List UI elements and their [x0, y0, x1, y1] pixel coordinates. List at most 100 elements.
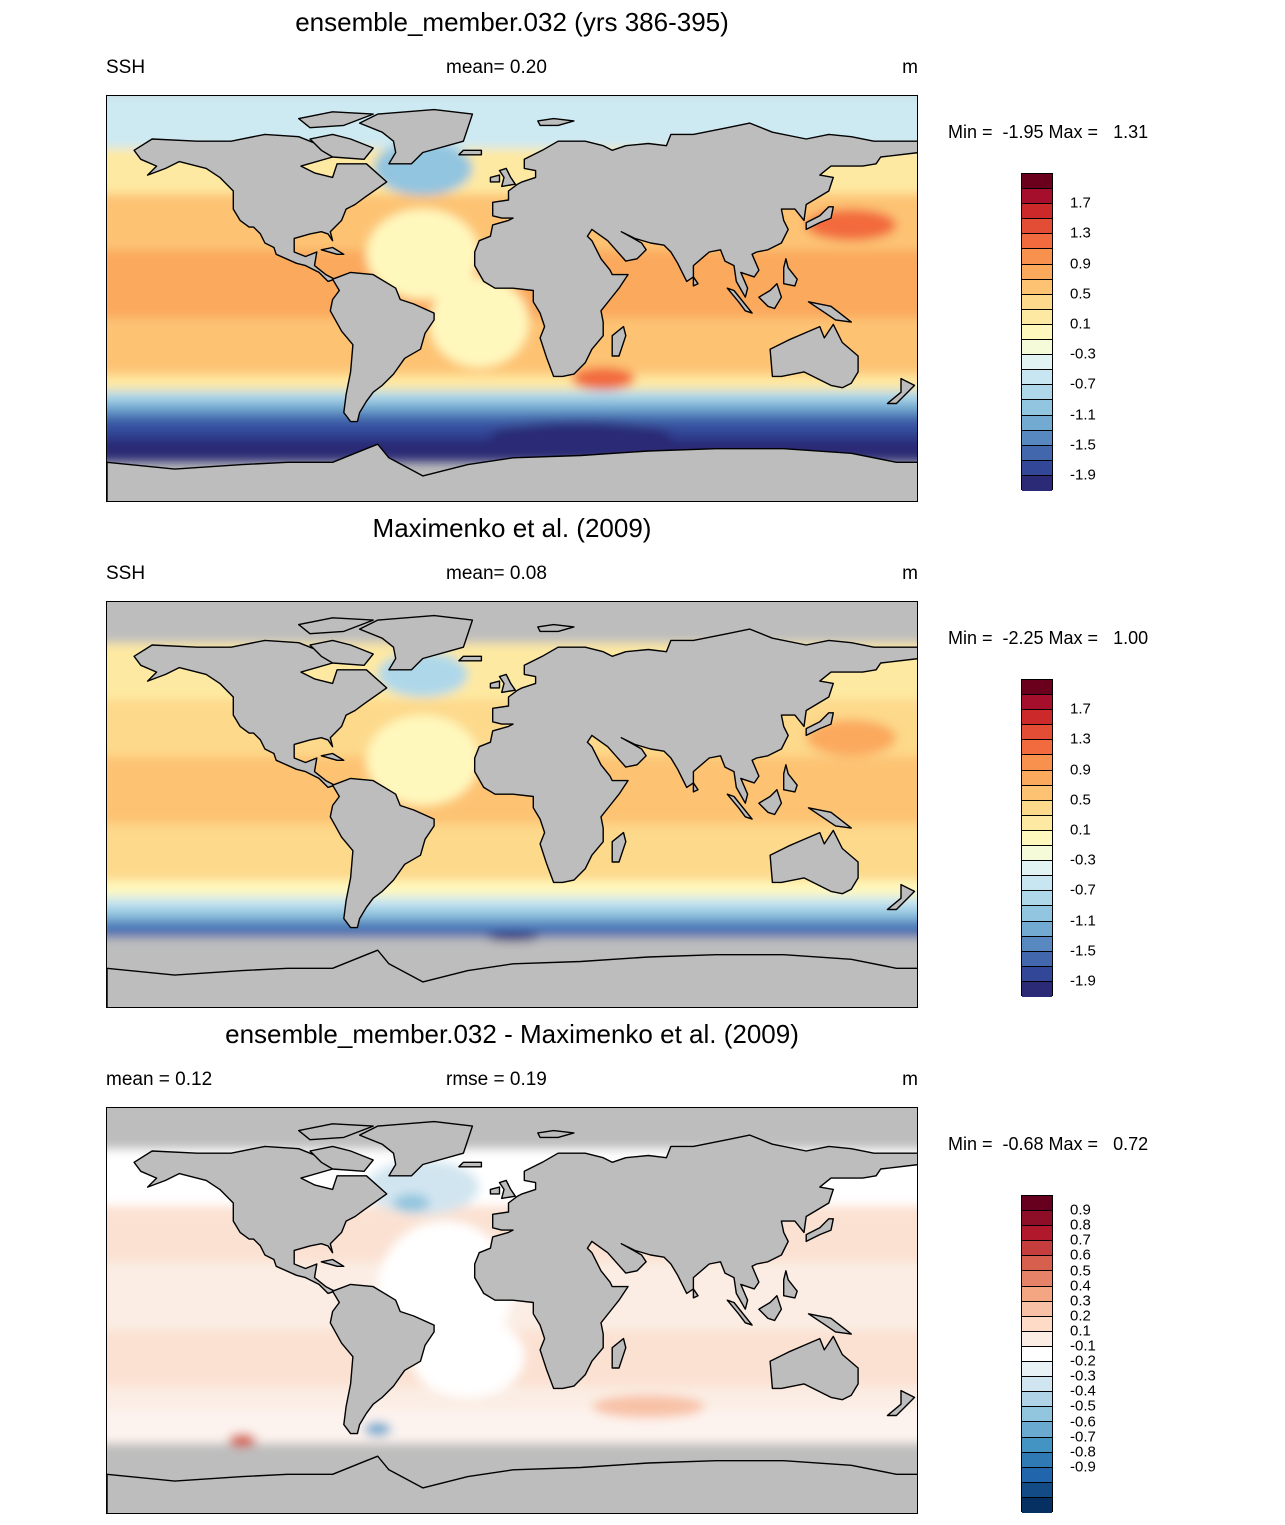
panel-title: ensemble_member.032 - Maximenko et al. (…: [225, 1019, 799, 1049]
colorbar-swatch: [1022, 385, 1052, 401]
colorbar-tick-label: 0.2: [1070, 1307, 1091, 1325]
ssh-anomaly: [591, 1395, 705, 1418]
colorbar-swatch: [1022, 324, 1052, 341]
colorbar-swatch: [1022, 1241, 1052, 1257]
colorbar-tick-label: 0.1: [1070, 821, 1091, 839]
colorbar-swatch: [1022, 1331, 1052, 1347]
colorbar-tick-label: -1.5: [1070, 436, 1096, 454]
units-label: m: [902, 563, 918, 584]
landmass-sri-lanka: [692, 1288, 699, 1299]
colorbar-tick-label: -0.3: [1070, 1367, 1096, 1385]
landmass-ireland: [489, 680, 501, 689]
colorbar-swatch: [1022, 1362, 1052, 1378]
landmass-antarctica: [107, 443, 917, 501]
colorbar-tick-label: 1.3: [1070, 730, 1091, 748]
min-max-label: Min = -1.95 Max = 1.31: [948, 122, 1149, 142]
colorbar-tick-label: 0.8: [1070, 1216, 1091, 1234]
landmass-cuba: [320, 246, 345, 256]
colorbar-swatch: [1022, 755, 1052, 771]
colorbar-tick-label: -0.5: [1070, 1397, 1096, 1415]
landmass-north-america: [133, 639, 388, 789]
landmass-iceland: [458, 149, 483, 156]
colorbar-swatch: [1022, 800, 1052, 816]
colorbar-tick-label: 0.6: [1070, 1246, 1091, 1264]
colorbar-tick-label: 0.7: [1070, 1231, 1091, 1249]
landmass-borneo: [758, 1294, 783, 1322]
ssh-difference-map: [106, 1107, 918, 1514]
landmass-japan: [805, 712, 834, 737]
colorbar-swatch: [1022, 309, 1052, 325]
landmass-north-america: [133, 133, 388, 283]
colorbar-swatch: [1022, 1271, 1052, 1287]
colorbar-tick-label: 0.9: [1070, 1201, 1091, 1219]
colorbar: [1021, 1195, 1053, 1513]
colorbar-tick-label: -0.7: [1070, 881, 1096, 899]
colorbar-swatch: [1022, 189, 1052, 205]
map-canvas: [107, 602, 917, 1007]
landmass-sumatra: [726, 287, 753, 314]
landmass-antarctica: [107, 1455, 917, 1513]
colorbar-swatch: [1022, 725, 1052, 741]
colorbar-swatch: [1022, 1482, 1052, 1498]
colorbar-swatch: [1022, 981, 1052, 997]
landmass-ellesmere: [297, 111, 374, 129]
colorbar-swatch: [1022, 1377, 1052, 1393]
colorbar-tick-label: -0.9: [1070, 1458, 1096, 1476]
landmass-south-america: [329, 777, 435, 929]
colorbar-swatch: [1022, 400, 1052, 416]
landmass-borneo: [758, 788, 783, 816]
landmass-south-america: [329, 1283, 435, 1435]
landmass-uk: [498, 167, 516, 188]
colorbar-swatch: [1022, 475, 1052, 491]
colorbar-tick-label: -0.8: [1070, 1443, 1096, 1461]
landmass-svalbard: [537, 1129, 575, 1139]
colorbar-swatch: [1022, 445, 1052, 461]
ssh-anomaly: [806, 719, 897, 756]
mean-label: mean = 0.12: [106, 1069, 213, 1090]
colorbar-swatch: [1022, 1422, 1052, 1438]
colorbar-swatch: [1022, 1407, 1052, 1423]
ssh-anomaly: [571, 367, 635, 390]
colorbar-tick-label: 0.3: [1070, 1292, 1091, 1310]
landmass-ireland: [489, 1186, 501, 1195]
colorbar-swatch: [1022, 460, 1052, 476]
colorbar-tick-label: 0.5: [1070, 285, 1091, 303]
landmass-uk: [498, 1179, 516, 1200]
colorbar-tick-label: 0.9: [1070, 255, 1091, 273]
landmass-baffin: [309, 639, 374, 666]
colorbar-swatch: [1022, 710, 1052, 726]
colorbar-tick-label: -0.7: [1070, 375, 1096, 393]
colorbar-swatch: [1022, 279, 1052, 295]
landmass-iceland: [458, 1161, 483, 1168]
landmass-new-guinea: [807, 1313, 852, 1335]
colorbar-tick-label: 0.5: [1070, 791, 1091, 809]
colorbar-swatch: [1022, 921, 1052, 937]
landmass-madagascar: [611, 325, 627, 357]
colorbar-swatch: [1022, 830, 1052, 847]
colorbar-swatch: [1022, 219, 1052, 235]
panel-title: Maximenko et al. (2009): [372, 513, 652, 543]
colorbar-swatch: [1022, 370, 1052, 386]
colorbar-swatch: [1022, 1346, 1052, 1363]
colorbar-swatch: [1022, 951, 1052, 967]
ssh-anomaly: [411, 1316, 525, 1398]
landmass-africa-eurasia: [474, 628, 917, 884]
colorbar-tick-label: -0.1: [1070, 1337, 1096, 1355]
landmass-australia: [769, 1335, 859, 1401]
ssh-anomaly: [364, 1422, 392, 1436]
ssh-anomaly: [366, 715, 480, 806]
colorbar-tick-label: -0.2: [1070, 1352, 1096, 1370]
colorbar-tick-label: 1.7: [1070, 194, 1091, 212]
colorbar-tick-label: 0.1: [1070, 1322, 1091, 1340]
colorbar-swatch: [1022, 174, 1052, 190]
landmass-baffin: [309, 133, 374, 160]
colorbar-swatch: [1022, 1286, 1052, 1302]
landmass-sri-lanka: [692, 276, 699, 287]
units-label: m: [902, 1069, 918, 1090]
landmass-new-guinea: [807, 807, 852, 829]
colorbar-tick-label: -1.1: [1070, 912, 1096, 930]
colorbar-tick-label: -1.1: [1070, 406, 1096, 424]
colorbar-swatch: [1022, 876, 1052, 892]
colorbar-swatch: [1022, 204, 1052, 220]
colorbar-swatch: [1022, 1226, 1052, 1242]
